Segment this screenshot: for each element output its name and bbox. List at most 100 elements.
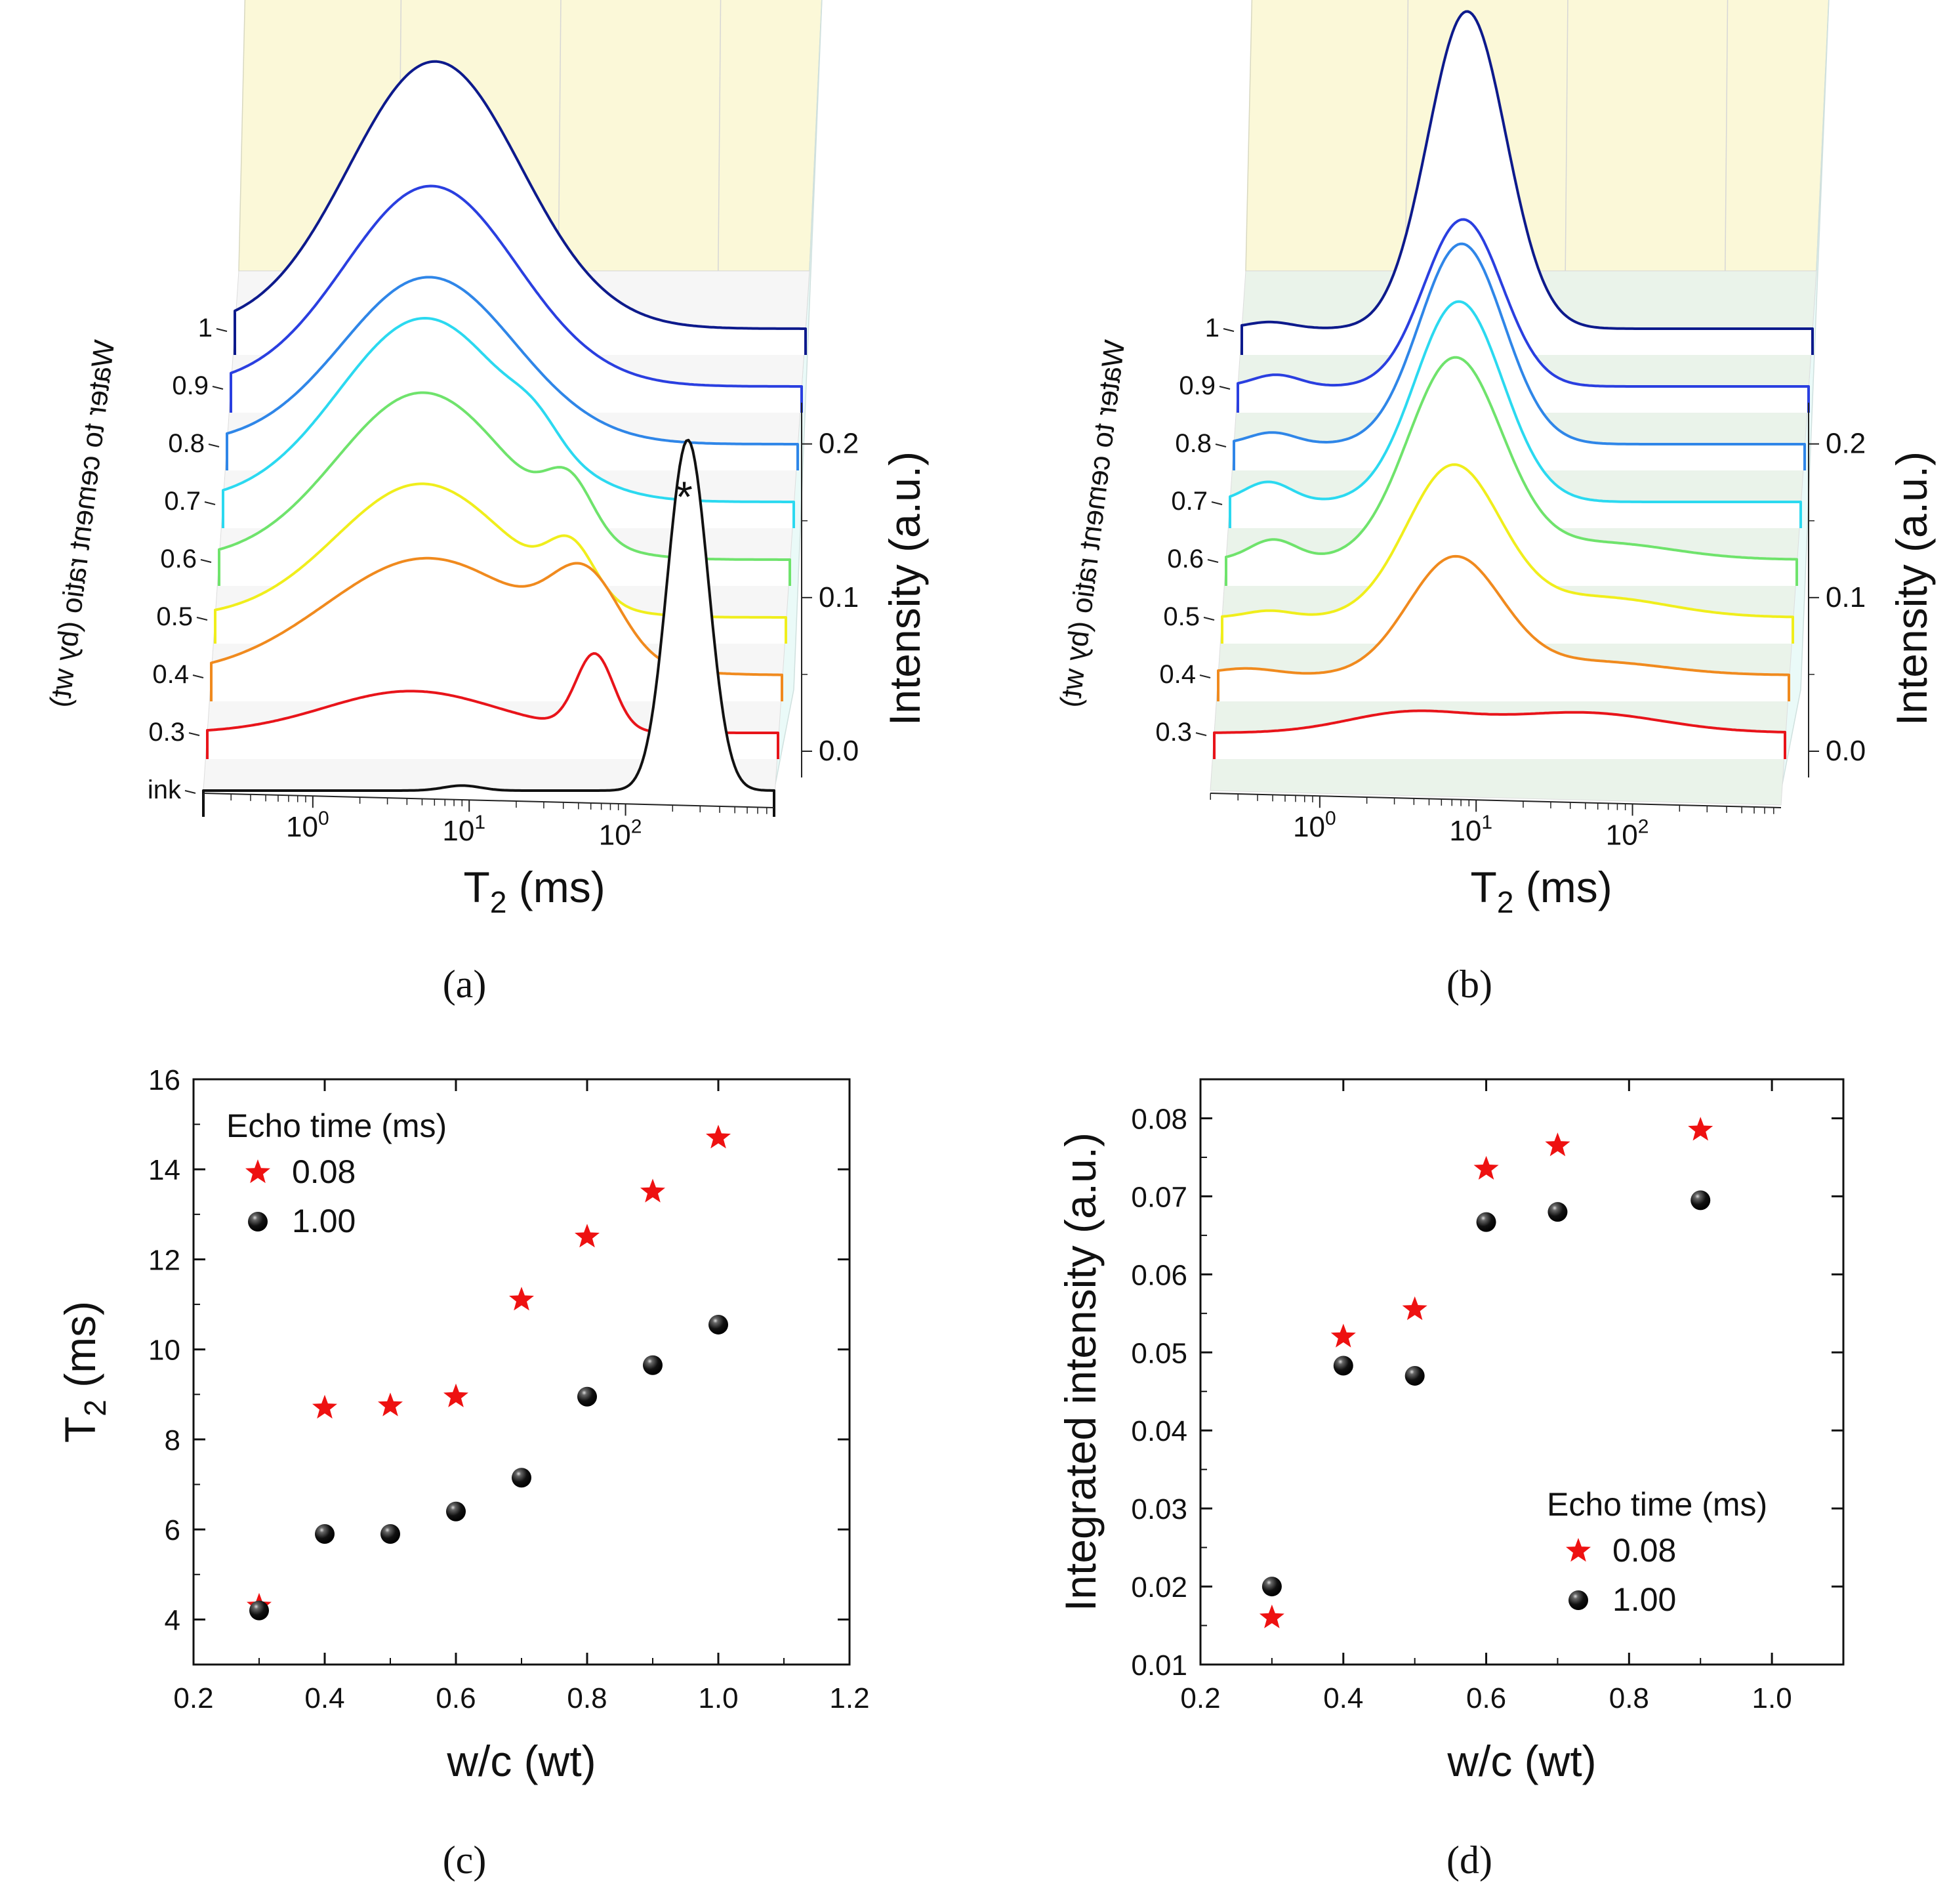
legend-title: Echo time (ms): [1547, 1486, 1767, 1523]
series-line-0-3: [1213, 709, 1786, 759]
legend-star-marker: [1566, 1538, 1591, 1562]
y-tick-label: 10: [148, 1335, 180, 1367]
depth-tick-label: 0.8: [168, 429, 205, 458]
depth-tick-label: 1: [198, 314, 213, 342]
sphere-marker-1-00: [1404, 1365, 1425, 1386]
curve-fill: [1226, 357, 1797, 586]
sphere-marker-1-00: [1547, 1202, 1568, 1222]
depth-tick: [1203, 617, 1215, 621]
panel-d-scatter-chart: 0.2 0.4 0.6 0.8 1.0 0.01 0.02 0.03 0.04 0.05 0.06 0…: [1056, 1078, 1845, 1882]
depth-tick: [1207, 559, 1219, 563]
series-line-0-4: [1217, 554, 1790, 701]
sphere-marker-1-00: [643, 1355, 663, 1375]
panel-b-waterfall-chart: 1 0.9 0.8 0.7 0.6 0.5 0.4 0.3 Water to cement ra…: [1054, 0, 1936, 1006]
x-axis-line: [1210, 793, 1782, 808]
depth-tick-label: 0.9: [172, 371, 209, 400]
series-line-0-8: [226, 276, 799, 470]
depth-tick: [184, 790, 196, 794]
depth-tick-label: 0.9: [1179, 371, 1216, 400]
panel-caption: (a): [443, 962, 487, 1006]
curve-fill: [203, 440, 774, 817]
y-tick-label: 0.04: [1131, 1415, 1187, 1447]
series-line-1: [234, 60, 807, 355]
x-tick-label: 0.2: [1180, 1682, 1220, 1714]
sphere-marker-1-00: [380, 1524, 400, 1544]
series-line-0-7: [1229, 300, 1802, 528]
grid-line: [1565, 0, 1568, 272]
x-tick-label: 0.8: [1609, 1682, 1649, 1714]
y-axis-label: T2 (ms): [56, 1301, 112, 1443]
sphere-marker-1-00: [1333, 1356, 1353, 1376]
depth-tick: [1195, 732, 1207, 736]
depth-tick: [188, 732, 200, 736]
star-marker-0.08: [1473, 1155, 1499, 1180]
legend-label: 1.00: [292, 1203, 356, 1239]
depth-tick: [216, 328, 228, 332]
legend-star-marker: [245, 1159, 270, 1184]
legend-title: Echo time (ms): [226, 1107, 447, 1144]
x-tick-label: 0.8: [567, 1682, 607, 1714]
depth-tick: [1223, 328, 1235, 332]
star-marker-0.08: [1402, 1296, 1427, 1320]
series-line-0-9: [1237, 218, 1810, 413]
peak-annotation-asterisk: *: [676, 472, 693, 521]
depth-tick: [208, 444, 220, 447]
star-marker-0.08: [640, 1178, 665, 1203]
curve-fill: [1222, 465, 1793, 644]
grid-line: [1404, 0, 1409, 272]
back-wall: [1245, 0, 1830, 272]
x-axis-label: T2 (ms): [1470, 863, 1612, 919]
x-axis-label: w/c (wt): [1446, 1737, 1596, 1785]
z-tick-label: 0.1: [1826, 581, 1866, 613]
series-line-ink: [202, 438, 775, 817]
y-tick-label: 0.02: [1131, 1571, 1187, 1604]
sphere-marker-1-00: [577, 1386, 597, 1407]
legend-label: 0.08: [1612, 1532, 1676, 1569]
panel-caption: (c): [443, 1838, 487, 1882]
x-tick-label: 0.6: [436, 1682, 476, 1714]
y-tick-label: 6: [165, 1514, 180, 1546]
legend-sphere-marker: [1568, 1590, 1588, 1610]
depth-tick-label: 1: [1205, 314, 1219, 342]
star-marker-0.08: [1545, 1132, 1570, 1157]
star-marker-0.08: [443, 1383, 468, 1407]
y-tick-label: 16: [148, 1064, 180, 1096]
depth-tick-label: ink: [148, 776, 182, 804]
panel-a-waterfall-chart: 1 0.9 0.8 0.7 0.6 0.5 0.4 0.3 ink Water to cement…: [44, 0, 929, 1006]
grid-line: [558, 0, 562, 272]
x-tick-label: 1.2: [829, 1682, 869, 1714]
legend-label: 0.08: [292, 1153, 356, 1190]
x-axis-label: w/c (wt): [446, 1737, 596, 1785]
panel-caption: (b): [1446, 962, 1492, 1006]
depth-tick: [200, 559, 212, 563]
z-axis-label: Intensity (a.u.): [1887, 451, 1936, 726]
x-tick-label: 102: [599, 816, 642, 851]
sphere-marker-1-00: [1691, 1190, 1711, 1211]
depth-axis-label: Water to cement ratio (by wt): [44, 339, 121, 709]
curve-fill: [211, 558, 782, 701]
x-tick-label: 0.2: [173, 1682, 213, 1714]
x-tick-label: 0.4: [304, 1682, 344, 1714]
depth-tick: [1215, 444, 1227, 447]
sphere-marker-1-00: [708, 1314, 728, 1335]
grid-line: [1725, 0, 1729, 272]
depth-tick: [1211, 501, 1223, 505]
x-tick-label: 1.0: [698, 1682, 738, 1714]
x-axis-line: [203, 793, 775, 808]
grid-line: [718, 0, 722, 272]
y-axis-label: Integrated intensity (a.u.): [1056, 1132, 1105, 1611]
x-tick-label: 101: [442, 812, 485, 847]
y-tick-label: 0.07: [1131, 1181, 1187, 1213]
depth-tick-label: 0.7: [1171, 487, 1208, 516]
curve-fill: [1242, 11, 1813, 355]
depth-tick-label: 0.5: [156, 602, 193, 631]
z-tick-label: 0.0: [819, 735, 859, 767]
series-line-0-6: [1225, 356, 1798, 586]
plot-frame: [1199, 1078, 1845, 1666]
y-tick-label: 0.06: [1131, 1259, 1187, 1291]
y-tick-label: 0.05: [1131, 1337, 1187, 1369]
curve-fill: [1214, 711, 1785, 759]
depth-tick-label: 0.6: [160, 545, 197, 573]
sphere-marker-1-00: [315, 1524, 335, 1544]
y-tick-label: 0.01: [1131, 1649, 1187, 1682]
